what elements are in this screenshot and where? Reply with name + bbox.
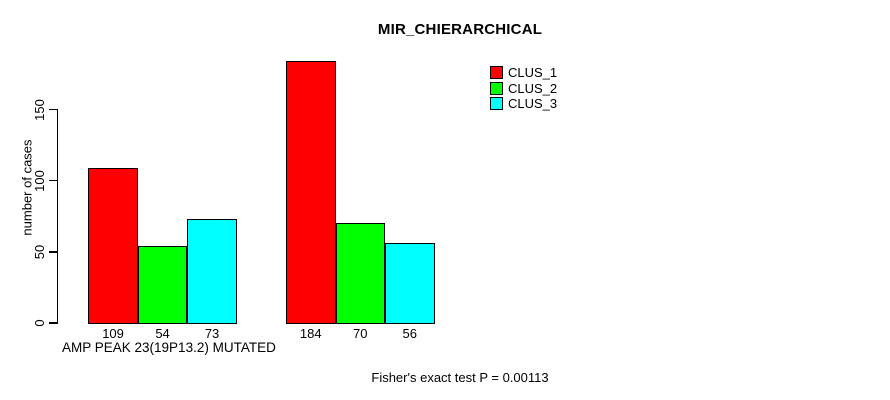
y-axis-tick-label: 0: [32, 319, 47, 327]
legend-swatch-icon: [490, 66, 503, 79]
y-axis-tick-label: 150: [32, 98, 47, 121]
bar-clus_3-group2: [385, 243, 435, 325]
legend-item-label: CLUS_3: [508, 96, 558, 111]
y-axis-tick: [48, 179, 57, 182]
y-axis-tick: [48, 251, 57, 253]
x-axis-label: AMP PEAK 23(19P13.2) MUTATED: [62, 340, 276, 355]
y-axis-tick-label: 100: [32, 169, 47, 192]
bar-value-label-clus_1-group2: 184: [299, 325, 322, 341]
bar-clus_1-group2: [286, 61, 336, 325]
bar-value-label-clus_3-group2: 56: [402, 325, 417, 341]
y-axis-tick-label: 50: [32, 244, 47, 260]
bar-value-label-clus_3-group1: 73: [204, 325, 220, 341]
legend: CLUS_1 CLUS_2 CLUS_3: [490, 66, 557, 113]
bar-value-label-clus_2-group2: 70: [353, 325, 368, 341]
legend-item-clus_2: CLUS_2: [490, 80, 558, 96]
bar-clus_1-group1: [88, 167, 138, 325]
bar-value-label-clus_1-group1: 109: [102, 325, 124, 341]
fisher-test-annotation: Fisher's exact test P = 0.00113: [371, 370, 549, 385]
legend-item-clus_1: CLUS_1: [490, 66, 557, 79]
bar-value-label-clus_2-group1: 54: [155, 325, 170, 341]
chart-title: MIR_CHIERARCHICAL: [377, 21, 543, 38]
legend-item-label: CLUS_2: [508, 80, 558, 96]
legend-swatch-icon: [490, 97, 503, 110]
y-axis-line: [56, 108, 58, 324]
legend-swatch-icon: [490, 81, 503, 95]
bar-clus_2-group1: [137, 246, 188, 325]
y-axis-tick: [48, 322, 57, 324]
bar-clus_3-group1: [187, 219, 237, 325]
legend-item-label: CLUS_1: [508, 65, 558, 80]
legend-item-clus_3: CLUS_3: [490, 97, 557, 110]
bar-clus_2-group2: [335, 223, 385, 325]
y-axis-tick: [48, 108, 57, 111]
